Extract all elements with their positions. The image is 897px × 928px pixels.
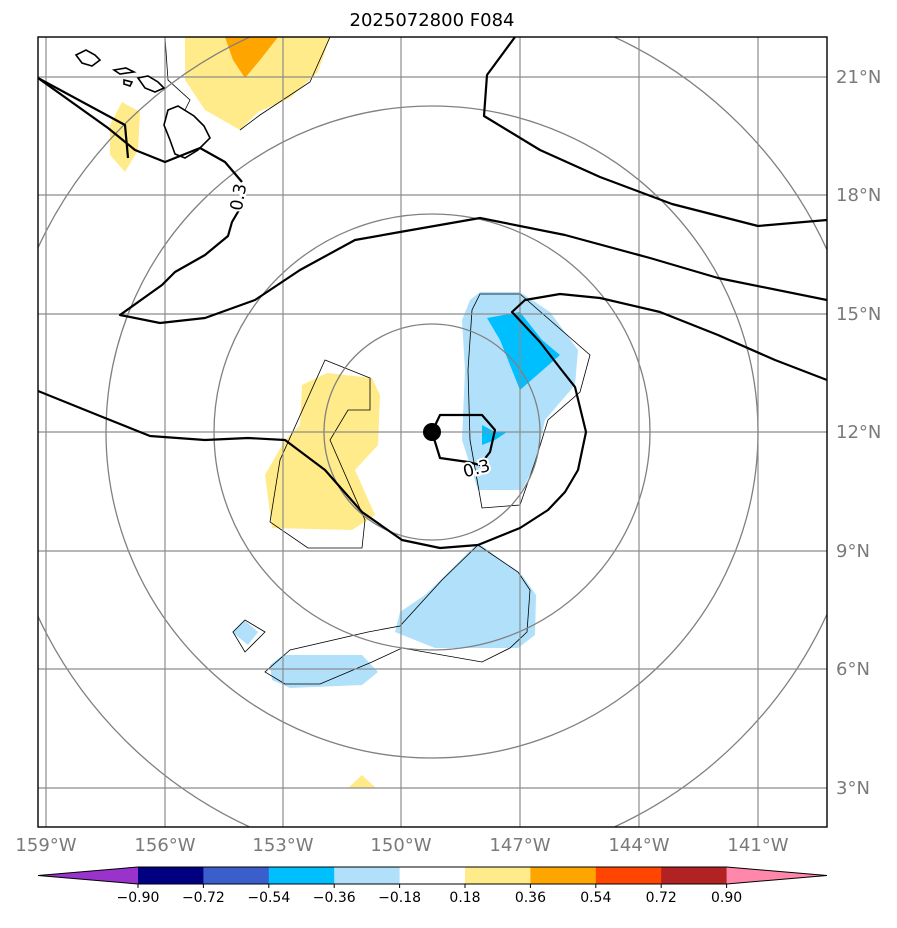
lat-tick-label: 21°N xyxy=(836,67,881,88)
colorbar-label: 0.54 xyxy=(580,890,611,906)
colorbar-segment xyxy=(203,867,270,884)
kauai-island xyxy=(74,49,102,67)
deep-negative-shading-east xyxy=(487,312,560,390)
negative-shading-southwest xyxy=(270,655,378,688)
colorbar-segment xyxy=(334,867,401,884)
colorbar-segment xyxy=(138,867,204,884)
lat-tick-label: 3°N xyxy=(836,778,870,799)
lon-tick-label: 141°W xyxy=(727,835,788,856)
colorbar-label: 0.90 xyxy=(711,890,742,906)
latitude-axis: 21°N 18°N 15°N 12°N 9°N 6°N 3°N xyxy=(836,67,881,799)
colorbar-label: 0.36 xyxy=(515,890,546,906)
colorbar: −0.90 −0.72 −0.54 −0.36 −0.18 0.18 0.36 0.54 0.7… xyxy=(37,866,828,906)
map-frame xyxy=(37,36,828,828)
gridlines xyxy=(38,37,827,827)
colorbar-segment xyxy=(595,867,662,884)
positive-shading-west xyxy=(265,373,380,530)
hawaii-coastline xyxy=(74,49,211,159)
contour-label-north: 0.3 xyxy=(227,182,251,212)
positive-shading-north xyxy=(185,37,330,130)
colorbar-label: 0.72 xyxy=(646,890,677,906)
colorbar-segment xyxy=(661,867,728,884)
colorbar-label: −0.90 xyxy=(117,890,160,906)
lat-tick-label: 6°N xyxy=(836,659,870,680)
lat-tick-label: 9°N xyxy=(836,541,870,562)
thick-contours xyxy=(38,37,827,550)
lat-tick-label: 12°N xyxy=(836,422,881,443)
colorbar-label: −0.72 xyxy=(182,890,225,906)
negative-shading-small xyxy=(232,620,258,645)
orange-shading-north xyxy=(225,37,278,78)
maui-island xyxy=(136,75,166,93)
colorbar-segment xyxy=(268,867,335,884)
lon-tick-label: 153°W xyxy=(252,835,313,856)
colorbar-segment xyxy=(399,867,466,884)
longitude-axis: 159°W 156°W 153°W 150°W 147°W 144°W 141°… xyxy=(15,835,788,856)
colorbar-label: −0.18 xyxy=(378,890,421,906)
contour-label-center: 0.3 xyxy=(461,456,492,482)
negative-shading-south xyxy=(395,543,536,648)
lon-tick-label: 159°W xyxy=(15,835,76,856)
lat-tick-label: 15°N xyxy=(836,304,881,325)
big-island xyxy=(163,105,211,159)
lon-tick-label: 144°W xyxy=(608,835,669,856)
molokai-island xyxy=(123,78,134,87)
lat-tick-label: 18°N xyxy=(836,185,881,206)
positive-shading-south xyxy=(348,775,376,788)
map-title: 2025072800 F084 xyxy=(350,10,515,31)
lon-tick-label: 147°W xyxy=(489,835,550,856)
colorbar-extend-high xyxy=(726,867,827,884)
colorbar-segment xyxy=(530,867,597,884)
colorbar-label: −0.54 xyxy=(247,890,290,906)
storm-center-marker xyxy=(423,423,441,441)
colorbar-label: −0.36 xyxy=(313,890,356,906)
colorbar-segment xyxy=(465,867,531,884)
lon-tick-label: 150°W xyxy=(370,835,431,856)
colorbar-label: 0.18 xyxy=(449,890,480,906)
colorbar-extend-low xyxy=(38,867,138,884)
oahu-island xyxy=(111,67,137,75)
lon-tick-label: 156°W xyxy=(134,835,195,856)
